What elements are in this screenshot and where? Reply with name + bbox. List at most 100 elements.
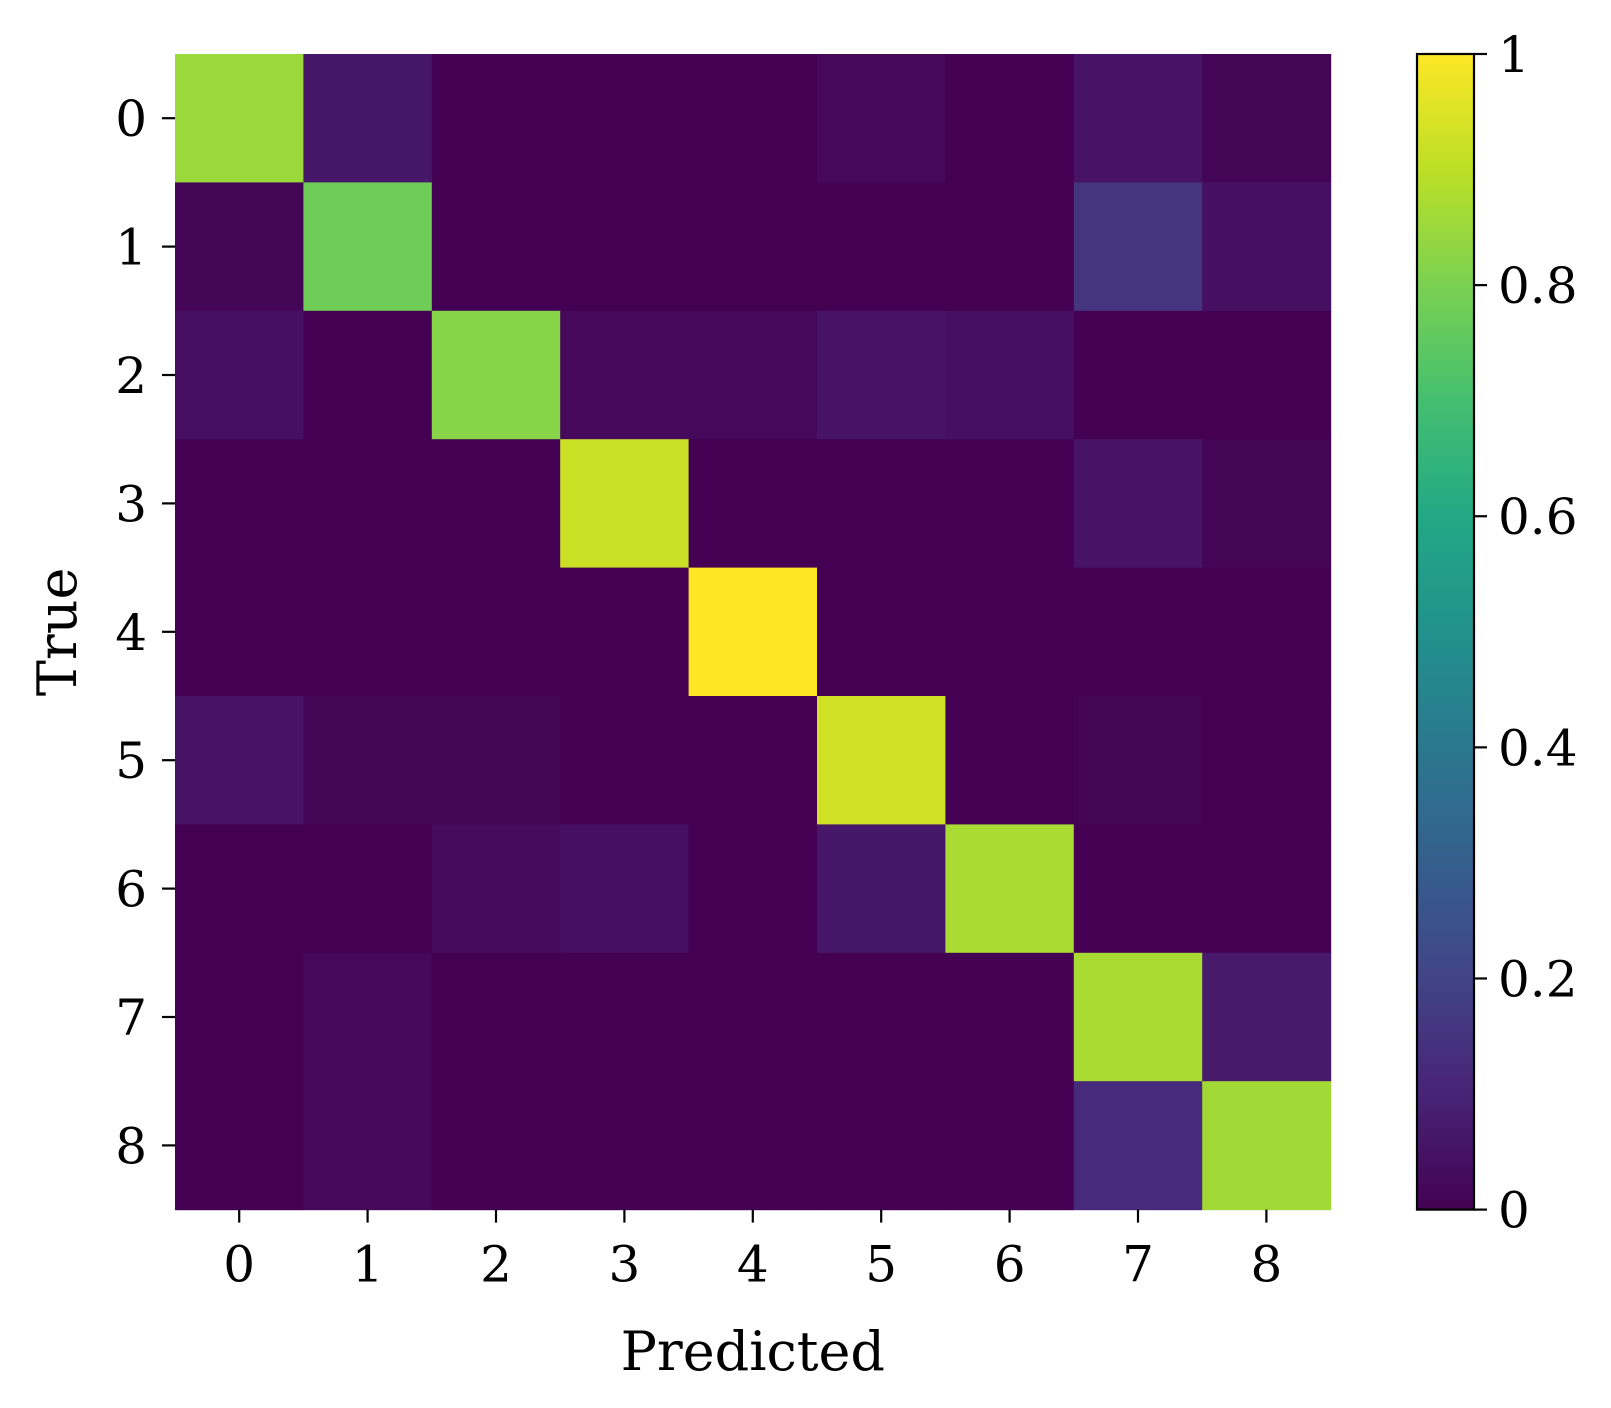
heatmap-cell (688, 824, 818, 954)
heatmap-cell (1202, 439, 1332, 569)
colorbar-tick-label: 0.6 (1498, 488, 1578, 546)
colorbar-tick-label: 1 (1498, 26, 1530, 84)
y-tick-label: 3 (115, 475, 147, 533)
heatmap-cell (303, 1081, 433, 1211)
heatmap-cell (817, 310, 946, 440)
heatmap-cell (1202, 1081, 1332, 1211)
x-tick-label: 6 (994, 1236, 1026, 1294)
heatmap-cell (560, 696, 690, 825)
heatmap-cell (1073, 696, 1203, 825)
x-axis: 0 1 2 3 4 5 6 7 8 (223, 1209, 1282, 1294)
heatmap-cell (817, 824, 946, 954)
heatmap-cell (175, 952, 304, 1082)
heatmap-cell (560, 439, 690, 569)
x-axis-title: Predicted (621, 1320, 885, 1383)
heatmap-cell (1073, 54, 1203, 183)
y-axis: 0 1 2 3 4 5 6 7 8 (115, 90, 175, 1175)
heatmap-cell (688, 439, 818, 569)
y-tick-label: 2 (115, 347, 147, 405)
heatmap-cell (945, 952, 1075, 1082)
heatmap-cell (175, 824, 304, 954)
colorbar-tick-label: 0.4 (1498, 719, 1578, 777)
heatmap-cell (175, 54, 304, 183)
heatmap-cell (1202, 567, 1332, 697)
heatmap-cell (1202, 696, 1332, 825)
colorbar-gradient (1415, 52, 1476, 1211)
heatmap-cell (431, 310, 561, 440)
heatmap-cell (688, 54, 818, 183)
heatmap-cell (175, 310, 304, 440)
heatmap-cell (303, 696, 433, 825)
heatmap-cell (431, 439, 561, 569)
x-tick-label: 8 (1250, 1236, 1282, 1294)
heatmap-cell (817, 696, 946, 825)
heatmap-cell (560, 567, 690, 697)
heatmap-cell (945, 824, 1075, 954)
heatmap-cell (560, 310, 690, 440)
colorbar: 0 0.2 0.4 0.6 0.8 1 (1415, 26, 1578, 1240)
heatmap-cell (431, 696, 561, 825)
heatmap-cell (303, 310, 433, 440)
colorbar-tick-label: 0.2 (1498, 950, 1578, 1008)
heatmap-cell (1073, 439, 1203, 569)
heatmap-cell (303, 54, 433, 183)
y-tick-label: 6 (115, 861, 147, 919)
heatmap-cell (688, 1081, 818, 1211)
heatmap-cell (945, 182, 1075, 312)
heatmap-cell (817, 439, 946, 569)
colorbar-tick-label: 0.8 (1498, 257, 1578, 315)
heatmap-cell (688, 696, 818, 825)
heatmap-cell (303, 182, 433, 312)
x-tick-label: 5 (865, 1236, 897, 1294)
heatmap-cell (1202, 54, 1332, 183)
heatmap-cell (1073, 1081, 1203, 1211)
heatmap-cells (175, 54, 1332, 1211)
x-tick-label: 4 (737, 1236, 769, 1294)
heatmap-cell (688, 567, 818, 697)
heatmap-cell (175, 182, 304, 312)
heatmap-cell (560, 182, 690, 312)
heatmap-cell (431, 1081, 561, 1211)
y-tick-label: 0 (115, 90, 147, 148)
heatmap-cell (945, 439, 1075, 569)
heatmap-cell (688, 182, 818, 312)
colorbar-tick-label: 0 (1498, 1182, 1530, 1240)
heatmap-cell (303, 952, 433, 1082)
heatmap-cell (1202, 824, 1332, 954)
heatmap-cell (431, 824, 561, 954)
heatmap-cell (945, 1081, 1075, 1211)
heatmap-cell (431, 567, 561, 697)
heatmap-cell (1073, 824, 1203, 954)
y-tick-label: 4 (115, 604, 147, 662)
heatmap-cell (1202, 952, 1332, 1082)
heatmap-cell (688, 952, 818, 1082)
heatmap-cell (817, 182, 946, 312)
heatmap-cell (688, 310, 818, 440)
heatmap-cell (817, 1081, 946, 1211)
heatmap-cell (560, 54, 690, 183)
x-tick-label: 2 (480, 1236, 512, 1294)
heatmap-cell (1073, 310, 1203, 440)
heatmap-cell (175, 696, 304, 825)
heatmap-cell (1073, 952, 1203, 1082)
heatmap-cell (945, 310, 1075, 440)
heatmap-cell (945, 696, 1075, 825)
heatmap-cell (175, 439, 304, 569)
heatmap-cell (945, 54, 1075, 183)
heatmap-cell (303, 824, 433, 954)
heatmap-cell (303, 439, 433, 569)
y-tick-label: 8 (115, 1117, 147, 1175)
heatmap-cell (817, 952, 946, 1082)
y-tick-label: 7 (115, 989, 147, 1047)
heatmap-cell (817, 54, 946, 183)
x-tick-label: 7 (1122, 1236, 1154, 1294)
x-tick-label: 3 (608, 1236, 640, 1294)
heatmap-cell (1073, 182, 1203, 312)
heatmap-cell (817, 567, 946, 697)
heatmap-cell (560, 952, 690, 1082)
y-axis-title: True (26, 568, 89, 697)
heatmap-cell (1202, 310, 1332, 440)
heatmap-cell (560, 824, 690, 954)
